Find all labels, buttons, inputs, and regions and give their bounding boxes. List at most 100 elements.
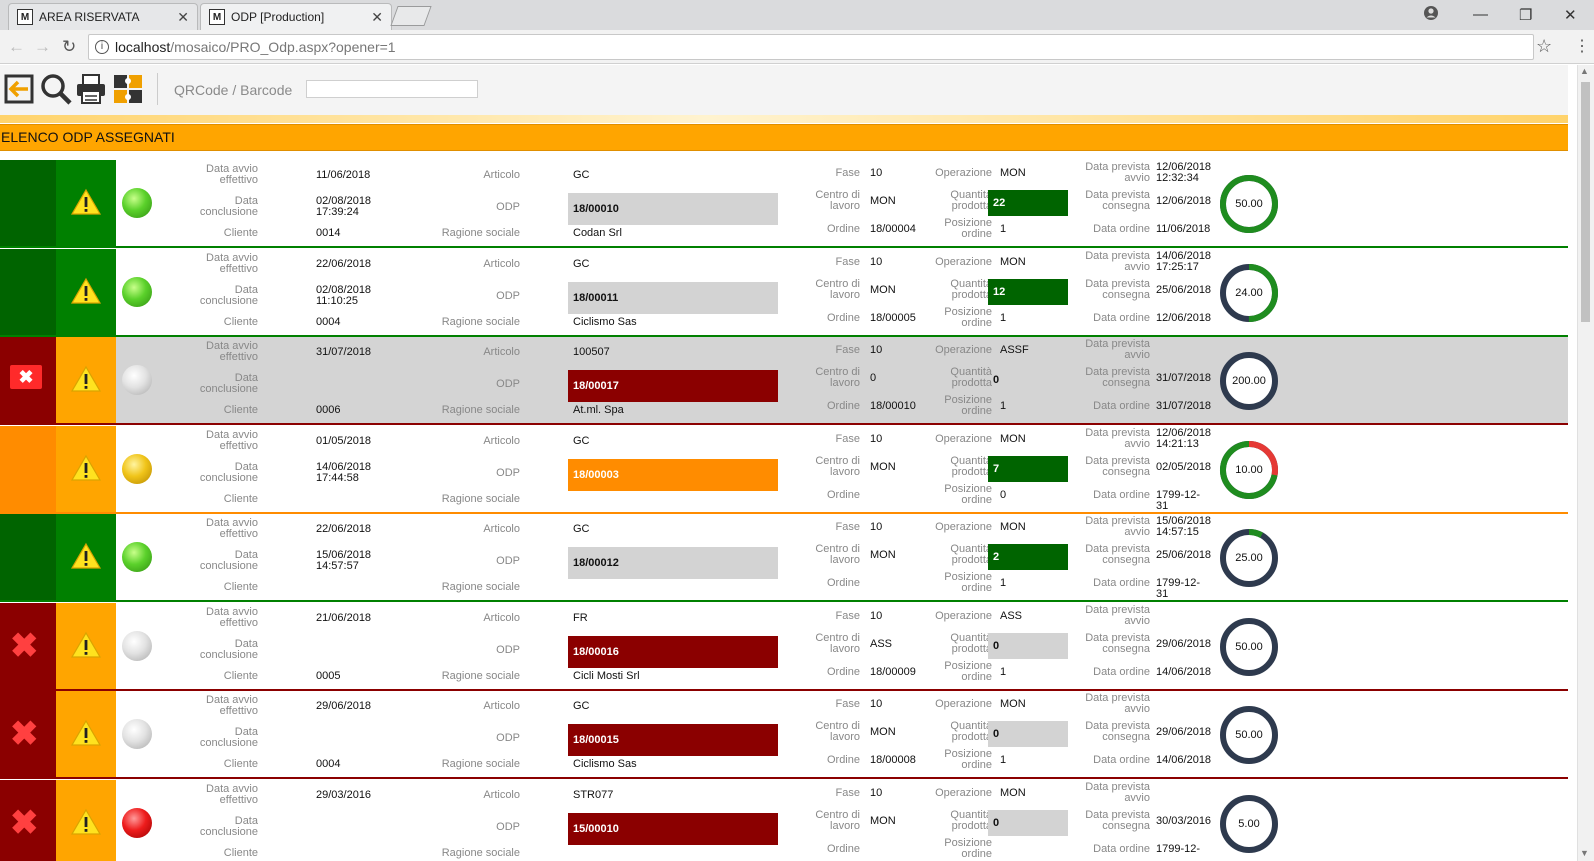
value-data-conclusione: 14/06/2018 17:44:58: [316, 461, 372, 484]
warning-cell: [56, 249, 116, 335]
odp-code[interactable]: 15/00010: [568, 813, 778, 845]
back-icon[interactable]: ←: [8, 37, 25, 56]
row-divider: [0, 246, 1568, 248]
label-data-prevista-avvio: Data prevista avvio: [1085, 604, 1150, 627]
label-data-prevista-consegna: Data prevista consegna: [1085, 720, 1150, 743]
puzzle-icon[interactable]: [112, 73, 144, 105]
odp-code[interactable]: 18/00012: [568, 547, 778, 579]
menu-kebab-icon[interactable]: ⋮: [1574, 38, 1590, 55]
value-posizione-ordine: 1: [1000, 400, 1007, 412]
odp-row[interactable]: Data avvio effettivo 22/06/2018 Data concl…: [0, 249, 1568, 335]
label-cliente: Cliente: [223, 404, 258, 416]
minimize-icon[interactable]: —: [1473, 6, 1488, 23]
label-cliente: Cliente: [223, 316, 258, 328]
odp-code[interactable]: 18/00003: [568, 459, 778, 491]
value-ordine: 18/00005: [870, 312, 916, 324]
odp-row[interactable]: ✖ Data avvio effettivo 29/06/2018 Data con…: [0, 691, 1568, 777]
forward-icon[interactable]: →: [34, 37, 51, 56]
label-articolo: Articolo: [483, 700, 520, 712]
gauge-value: 10.00: [1235, 464, 1263, 476]
label-odp: ODP: [496, 644, 520, 656]
status-led: [122, 188, 152, 218]
value-posizione-ordine: 1: [1000, 577, 1007, 589]
label-posizione-ordine: Posizione ordine: [944, 837, 992, 860]
label-cliente: Cliente: [223, 581, 258, 593]
label-ragione-sociale: Ragione sociale: [441, 493, 520, 505]
progress-gauge: [1220, 706, 1278, 764]
warning-cell: [56, 691, 116, 777]
error-x-icon: ✖: [10, 627, 39, 665]
info-icon[interactable]: i: [95, 40, 109, 54]
tab-title: ODP [Production]: [231, 10, 325, 24]
value-data-ordine: 14/06/2018: [1156, 666, 1212, 678]
label-fase: Fase: [835, 167, 860, 179]
gauge-value: 24.00: [1235, 287, 1263, 299]
reload-icon[interactable]: ↻: [62, 37, 77, 56]
new-tab-button[interactable]: [390, 6, 432, 26]
odp-code[interactable]: 18/00010: [568, 193, 778, 225]
value-posizione-ordine: 1: [1000, 754, 1007, 766]
window-close-icon[interactable]: ✕: [1564, 7, 1577, 24]
status-led: [122, 631, 152, 661]
odp-row[interactable]: Data avvio effettivo 11/06/2018 Data concl…: [0, 160, 1568, 246]
maximize-icon[interactable]: ❐: [1519, 7, 1533, 24]
scrollbar-thumb[interactable]: [1581, 82, 1590, 322]
label-data-conclusione: Data conclusione: [199, 726, 258, 749]
odp-code[interactable]: 18/00016: [568, 636, 778, 668]
odp-code[interactable]: 18/00015: [568, 724, 778, 756]
progress-gauge: [1220, 795, 1278, 853]
print-icon[interactable]: [75, 73, 107, 105]
close-icon[interactable]: ✕: [371, 8, 383, 25]
label-data-avvio: Data avvio effettivo: [206, 783, 258, 806]
value-articolo: GC: [573, 435, 590, 447]
value-data-ordine: 14/06/2018: [1156, 754, 1212, 766]
mosaico-favicon-icon: M: [209, 9, 225, 25]
label-ragione-sociale: Ragione sociale: [441, 670, 520, 682]
error-x-icon: ✖: [10, 715, 39, 753]
odp-code[interactable]: 18/00017: [568, 370, 778, 402]
status-led: [122, 365, 152, 395]
odp-row[interactable]: ✖ Data avvio effettivo 29/03/2016 Data con…: [0, 780, 1568, 861]
odp-row[interactable]: ✖ Data avvio effettivo 31/07/2018 Data con…: [0, 337, 1568, 423]
search-icon[interactable]: [40, 73, 72, 105]
label-data-prevista-avvio: Data prevista avvio: [1085, 338, 1150, 361]
label-ragione-sociale: Ragione sociale: [441, 227, 520, 239]
value-centro-lavoro: MON: [870, 726, 896, 738]
scroll-down-icon[interactable]: ▼: [1580, 848, 1589, 858]
progress-gauge: [1220, 264, 1278, 322]
row-divider: [0, 512, 1568, 514]
qrcode-input[interactable]: [306, 80, 478, 98]
label-data-prevista-consegna: Data prevista consegna: [1085, 809, 1150, 832]
warning-icon: [70, 808, 102, 835]
label-articolo: Articolo: [483, 346, 520, 358]
warning-cell: [56, 514, 116, 600]
value-quantita-prodotta: 0: [988, 721, 1068, 747]
bookmark-star-icon[interactable]: ☆: [1536, 36, 1553, 56]
label-data-prevista-consegna: Data prevista consegna: [1085, 543, 1150, 566]
value-data-prevista-avvio: 15/06/2018 14:57:15: [1156, 515, 1212, 538]
exit-icon[interactable]: [4, 73, 36, 105]
scroll-up-icon[interactable]: ▲: [1580, 66, 1589, 76]
label-fase: Fase: [835, 610, 860, 622]
value-quantita-prodotta: 22: [988, 190, 1068, 216]
status-cell: [0, 514, 56, 600]
value-quantita-prodotta: 2: [988, 544, 1068, 570]
profile-icon[interactable]: [1423, 5, 1439, 25]
tab-area-riservata[interactable]: M AREA RISERVATA ✕: [8, 3, 198, 30]
warning-icon: [70, 277, 102, 304]
label-fase: Fase: [835, 433, 860, 445]
value-data-prevista-consegna: 25/06/2018: [1156, 284, 1212, 296]
odp-code[interactable]: 18/00011: [568, 282, 778, 314]
label-centro-lavoro: Centro di lavoro: [815, 809, 860, 832]
label-articolo: Articolo: [483, 435, 520, 447]
tab-odp-production[interactable]: M ODP [Production] ✕: [200, 3, 392, 30]
odp-row[interactable]: Data avvio effettivo 22/06/2018 Data concl…: [0, 514, 1568, 600]
status-cell: ✖: [0, 780, 56, 861]
label-posizione-ordine: Posizione ordine: [944, 748, 992, 771]
odp-row[interactable]: ✖ Data avvio effettivo 21/06/2018 Data con…: [0, 603, 1568, 689]
close-icon[interactable]: ✕: [177, 8, 189, 25]
label-ordine: Ordine: [826, 577, 860, 589]
value-ragione-sociale: Ciclismo Sas: [573, 758, 637, 770]
url-input[interactable]: i localhost/mosaico/PRO_Odp.aspx?opener=…: [88, 34, 1534, 60]
odp-row[interactable]: Data avvio effettivo 01/05/2018 Data concl…: [0, 426, 1568, 512]
